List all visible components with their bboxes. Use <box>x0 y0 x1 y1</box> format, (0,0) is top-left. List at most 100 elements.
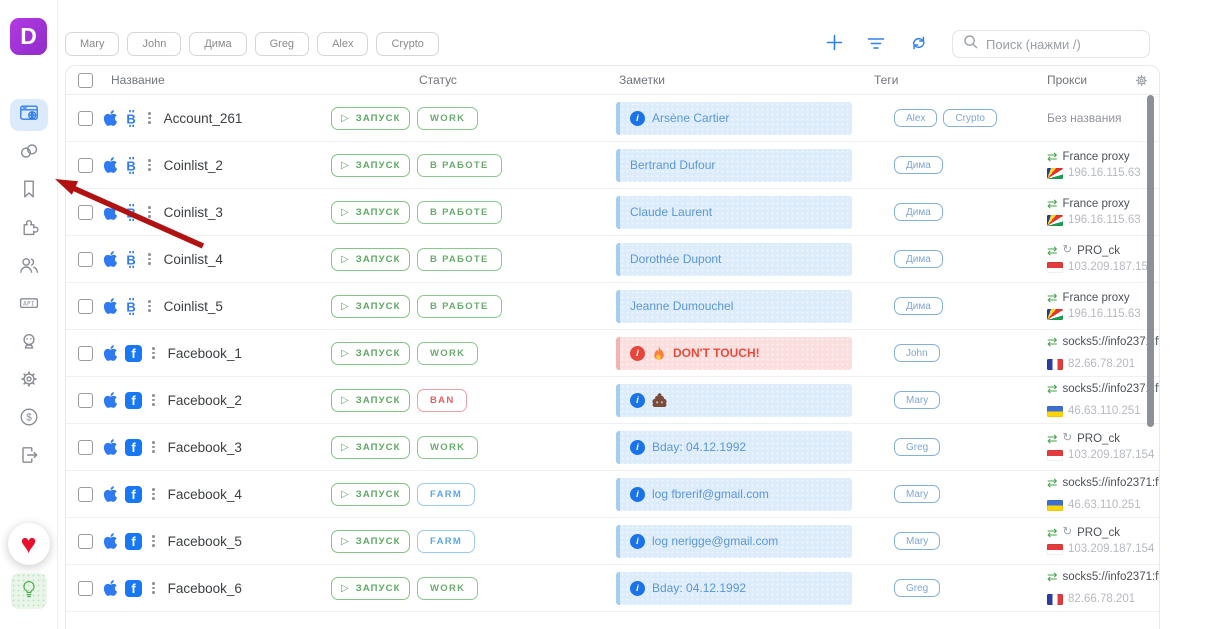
row-checkbox[interactable] <box>78 298 93 314</box>
note[interactable]: Dorothée Dupont <box>616 242 852 276</box>
row-menu-button[interactable] <box>150 345 157 361</box>
tag-filter-mary[interactable]: Mary <box>65 32 120 56</box>
status-badge[interactable]: В РАБОТЕ <box>417 153 502 177</box>
launch-button[interactable]: ▷ ЗАПУСК <box>331 576 411 600</box>
profile-name[interactable]: Coinlist_2 <box>163 157 223 173</box>
profile-name[interactable]: Facebook_1 <box>167 345 242 361</box>
row-checkbox[interactable] <box>78 157 93 173</box>
proxy-cell[interactable]: ⇄ France proxy 196.16.115.63 <box>1041 292 1159 320</box>
status-badge[interactable]: В РАБОТЕ <box>417 294 502 318</box>
profile-name[interactable]: Facebook_4 <box>167 486 242 502</box>
proxy-cell[interactable]: ⇄ France proxy 196.16.115.63 <box>1041 198 1159 226</box>
profile-name[interactable]: Facebook_6 <box>167 580 242 596</box>
tag-filter-alex[interactable]: Alex <box>317 32 369 56</box>
note[interactable]: Bertrand Dufour <box>616 148 852 182</box>
profile-name[interactable]: Coinlist_3 <box>163 204 223 220</box>
row-checkbox[interactable] <box>78 439 93 455</box>
add-profile-button[interactable] <box>826 34 843 54</box>
profile-name[interactable]: Coinlist_4 <box>163 251 223 267</box>
tag-chip[interactable]: Greg <box>894 579 941 597</box>
row-menu-button[interactable] <box>150 580 157 596</box>
launch-button[interactable]: ▷ ЗАПУСК <box>331 435 411 459</box>
heart-button[interactable]: ♥ <box>7 523 50 565</box>
proxy-cell[interactable]: ⇄ ↻ PRO_ck 103.209.187.154 <box>1041 527 1159 555</box>
launch-button[interactable]: ▷ ЗАПУСК <box>331 388 411 412</box>
row-checkbox[interactable] <box>78 204 93 220</box>
tag-chip[interactable]: Greg <box>894 438 941 456</box>
row-checkbox[interactable] <box>78 251 93 267</box>
proxy-cell[interactable]: ⇄ socks5://info2371:ff8e4 46.63.110.251 <box>1041 383 1159 417</box>
tag-chip[interactable]: Alex <box>894 109 938 127</box>
note[interactable]: i Bday: 04.12.1992 <box>616 430 852 464</box>
tag-chip[interactable]: Дима <box>894 297 943 315</box>
sidebar-item-settings[interactable] <box>10 365 48 397</box>
row-checkbox[interactable] <box>78 486 93 502</box>
status-badge[interactable]: В РАБОТЕ <box>417 247 502 271</box>
sidebar-item-teams[interactable] <box>10 251 48 283</box>
launch-button[interactable]: ▷ ЗАПУСК <box>331 294 411 318</box>
row-checkbox[interactable] <box>78 580 93 596</box>
note[interactable]: i Arsène Cartier <box>616 101 852 135</box>
profile-name[interactable]: Account_261 <box>163 110 243 126</box>
sidebar-item-billing[interactable]: $ <box>10 403 48 435</box>
sidebar-item-proxy[interactable] <box>10 137 48 169</box>
ideas-bulb-button[interactable] <box>10 573 47 609</box>
launch-button[interactable]: ▷ ЗАПУСК <box>331 529 411 553</box>
launch-button[interactable]: ▷ ЗАПУСК <box>331 106 411 130</box>
profile-name[interactable]: Coinlist_5 <box>163 298 223 314</box>
row-menu-button[interactable] <box>150 486 157 502</box>
launch-button[interactable]: ▷ ЗАПУСК <box>331 341 411 365</box>
proxy-cell[interactable]: ⇄ socks5://info2371:ff8e4 46.63.110.251 <box>1041 477 1159 511</box>
tag-chip[interactable]: Дима <box>894 156 943 174</box>
row-menu-button[interactable] <box>146 110 153 126</box>
launch-button[interactable]: ▷ ЗАПУСК <box>331 482 411 506</box>
proxy-cell[interactable]: ⇄ ↻ PRO_ck 103.209.187.154 <box>1041 245 1159 273</box>
tag-filter-greg[interactable]: Greg <box>254 32 310 56</box>
status-badge[interactable]: BAN <box>417 388 468 412</box>
sidebar-item-bot[interactable] <box>10 327 48 359</box>
app-logo[interactable]: D <box>10 18 47 55</box>
profile-name[interactable]: Facebook_2 <box>167 392 242 408</box>
row-menu-button[interactable] <box>146 157 153 173</box>
tag-filter-john[interactable]: John <box>127 32 182 56</box>
tag-chip[interactable]: Crypto <box>943 109 997 127</box>
row-menu-button[interactable] <box>150 392 157 408</box>
table-settings-gear-icon[interactable] <box>1134 73 1149 88</box>
sidebar-item-logout[interactable] <box>10 441 48 473</box>
status-badge[interactable]: В РАБОТЕ <box>417 200 502 224</box>
status-badge[interactable]: FARM <box>417 529 476 553</box>
row-menu-button[interactable] <box>150 533 157 549</box>
note[interactable]: Claude Laurent <box>616 195 852 229</box>
status-badge[interactable]: WORK <box>417 576 479 600</box>
proxy-cell[interactable]: ⇄ ↻ PRO_ck 103.209.187.154 <box>1041 433 1159 461</box>
note[interactable]: i <box>616 383 852 417</box>
note[interactable]: i log nerigge@gmail.com <box>616 524 852 558</box>
row-checkbox[interactable] <box>78 392 93 408</box>
row-checkbox[interactable] <box>78 110 93 126</box>
row-menu-button[interactable] <box>146 298 153 314</box>
tag-chip[interactable]: Mary <box>894 485 941 503</box>
launch-button[interactable]: ▷ ЗАПУСК <box>331 200 411 224</box>
tag-chip[interactable]: Mary <box>894 391 941 409</box>
proxy-cell[interactable]: ⇄ socks5://info2371:ff8e4 82.66.78.201 <box>1041 336 1159 370</box>
proxy-cell[interactable]: Без названия <box>1041 109 1159 127</box>
row-menu-button[interactable] <box>146 204 153 220</box>
profile-name[interactable]: Facebook_3 <box>167 439 242 455</box>
sidebar-item-profiles[interactable] <box>9 99 48 131</box>
tag-chip[interactable]: John <box>894 344 940 362</box>
profile-name[interactable]: Facebook_5 <box>167 533 242 549</box>
status-badge[interactable]: WORK <box>417 106 479 130</box>
note[interactable]: i Bday: 04.12.1992 <box>616 571 852 605</box>
filter-button[interactable] <box>867 36 885 53</box>
sidebar-item-extensions[interactable] <box>10 213 48 245</box>
select-all-checkbox[interactable] <box>78 72 93 88</box>
launch-button[interactable]: ▷ ЗАПУСК <box>331 247 411 271</box>
tag-filter-crypto[interactable]: Crypto <box>376 32 439 56</box>
tag-chip[interactable]: Дима <box>894 250 943 268</box>
status-badge[interactable]: WORK <box>417 435 479 459</box>
sidebar-item-bookmarks[interactable] <box>10 175 48 207</box>
search-input[interactable] <box>986 36 1139 52</box>
tag-filter-dima[interactable]: Дима <box>189 32 247 56</box>
tag-chip[interactable]: Mary <box>894 532 941 550</box>
proxy-cell[interactable]: ⇄ France proxy 196.16.115.63 <box>1041 151 1159 179</box>
